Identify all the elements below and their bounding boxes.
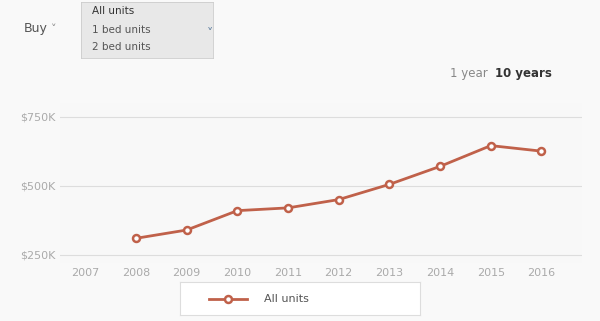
Text: Buy: Buy [24, 22, 48, 35]
Text: 10 years: 10 years [495, 67, 552, 80]
Text: 1 year: 1 year [450, 67, 488, 80]
Text: 1 bed units: 1 bed units [92, 25, 150, 35]
Text: All units: All units [264, 293, 309, 304]
Text: All units: All units [92, 6, 134, 16]
Text: ˅: ˅ [51, 24, 56, 34]
Text: ˅: ˅ [207, 27, 213, 40]
Text: 2 bed units: 2 bed units [92, 41, 150, 52]
